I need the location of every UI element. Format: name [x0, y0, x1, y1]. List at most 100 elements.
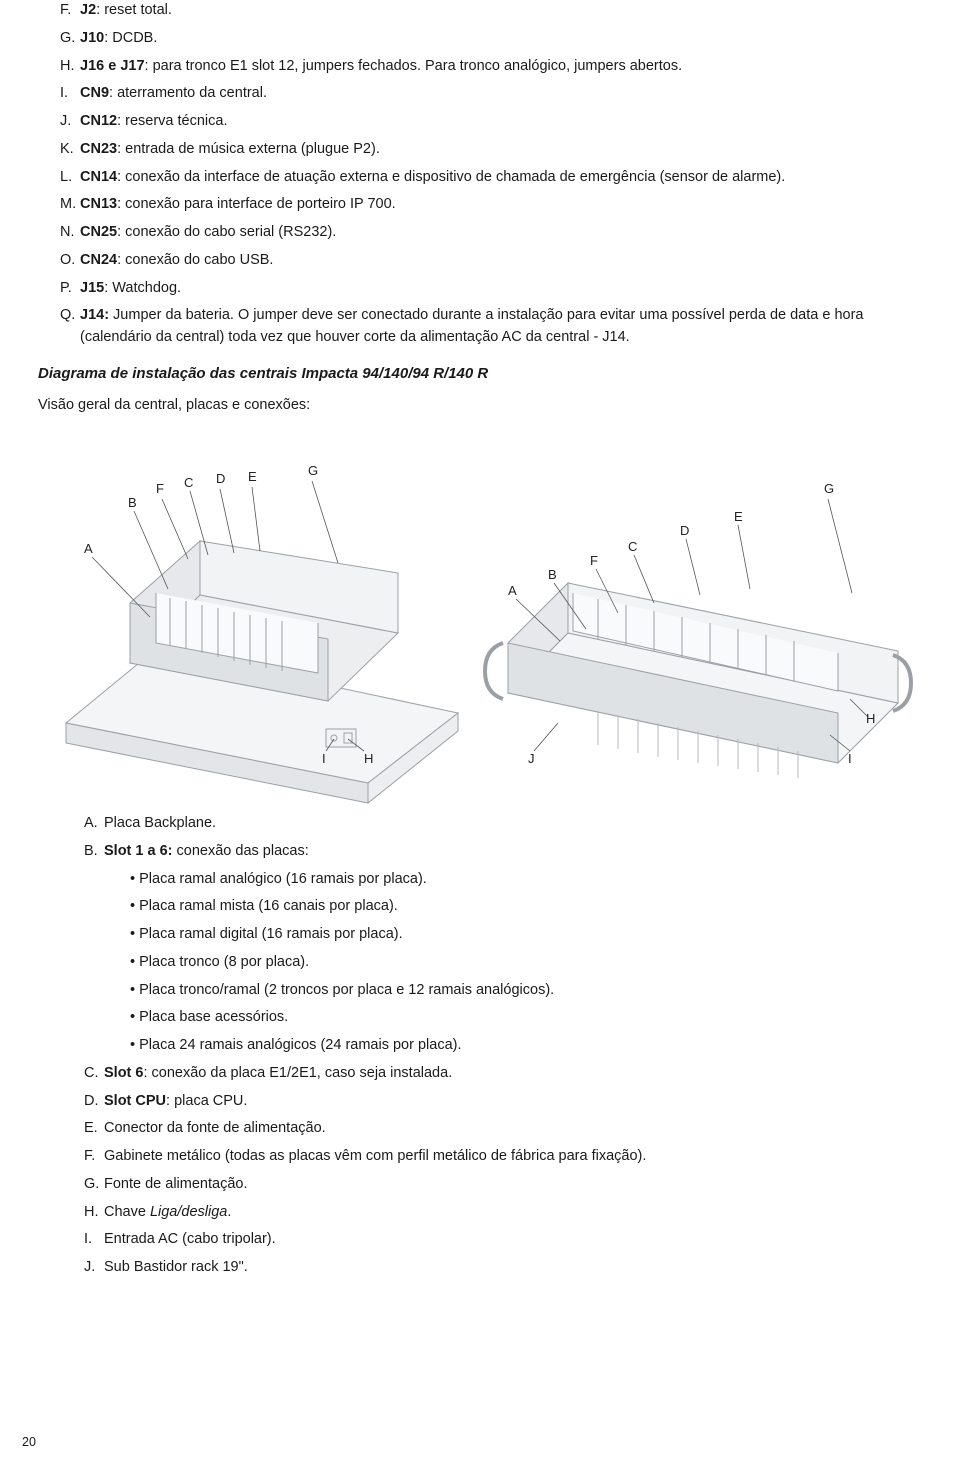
item-text: .	[227, 1204, 231, 1220]
list-marker: N.	[60, 222, 75, 244]
svg-text:E: E	[734, 509, 743, 524]
item-bold: CN14	[80, 169, 117, 185]
list-marker: O.	[60, 250, 75, 272]
item-text: : conexão para interface de porteiro IP …	[117, 196, 396, 212]
svg-text:B: B	[128, 495, 137, 510]
svg-text:D: D	[216, 471, 225, 486]
svg-text:F: F	[156, 481, 164, 496]
list-marker: H.	[84, 1202, 99, 1224]
list-marker: G.	[84, 1174, 99, 1196]
list-item: L. CN14: conexão da interface de atuação …	[60, 167, 922, 189]
item-italic: Liga/desliga	[150, 1204, 227, 1220]
item-text: : conexão da placa E1/2E1, caso seja ins…	[143, 1065, 452, 1081]
list-marker: I.	[84, 1229, 92, 1251]
bullet-item: Placa 24 ramais analógicos (24 ramais po…	[130, 1035, 922, 1057]
item-bold: Slot CPU	[104, 1093, 166, 1109]
list-item: J. CN12: reserva técnica.	[60, 111, 922, 133]
svg-text:I: I	[322, 751, 326, 766]
svg-text:H: H	[866, 711, 875, 726]
list-marker: A.	[84, 813, 98, 835]
svg-text:G: G	[308, 463, 318, 478]
list-item: Q. J14: Jumper da bateria. O jumper deve …	[60, 305, 922, 349]
item-text: : Watchdog.	[104, 280, 181, 296]
svg-text:C: C	[628, 539, 637, 554]
list-marker: B.	[84, 841, 98, 863]
svg-text:A: A	[508, 583, 517, 598]
item-text: Chave	[104, 1204, 150, 1220]
item-text: : aterramento da central.	[109, 85, 267, 101]
item-text: conexão das placas:	[173, 843, 309, 859]
item-bold: CN24	[80, 252, 117, 268]
item-bold: CN13	[80, 196, 117, 212]
list-item: N. CN25: conexão do cabo serial (RS232).	[60, 222, 922, 244]
list-marker: J.	[60, 111, 71, 133]
item-text: Conector da fonte de alimentação.	[104, 1120, 326, 1136]
item-bold: J10	[80, 30, 104, 46]
item-text: : conexão do cabo USB.	[117, 252, 273, 268]
item-text: : placa CPU.	[166, 1093, 247, 1109]
list-item: O. CN24: conexão do cabo USB.	[60, 250, 922, 272]
svg-text:I: I	[848, 751, 852, 766]
installation-diagram: A B F C D E G I H A B F C D E G J I H	[38, 433, 922, 813]
lower-list: A. Placa Backplane. B. Slot 1 a 6: conexão …	[38, 813, 922, 1279]
bullet-item: Placa ramal analógico (16 ramais por pla…	[130, 869, 922, 891]
item-text: : reserva técnica.	[117, 113, 227, 129]
bullet-item: Placa ramal digital (16 ramais por placa…	[130, 924, 922, 946]
diagram-svg: A B F C D E G I H A B F C D E G J I H	[38, 433, 922, 813]
item-bold: CN12	[80, 113, 117, 129]
list-item: M.CN13: conexão para interface de portei…	[60, 194, 922, 216]
svg-text:E: E	[248, 469, 257, 484]
svg-text:F: F	[590, 553, 598, 568]
bullet-item: Placa tronco/ramal (2 troncos por placa …	[130, 980, 922, 1002]
list-item: P.J15: Watchdog.	[60, 278, 922, 300]
item-text: : conexão da interface de atuação extern…	[117, 169, 785, 185]
svg-text:J: J	[528, 751, 535, 766]
list-item: D.Slot CPU: placa CPU.	[84, 1091, 922, 1113]
list-marker: Q.	[60, 305, 75, 327]
bullet-item: Placa ramal mista (16 canais por placa).	[130, 896, 922, 918]
item-text: Entrada AC (cabo tripolar).	[104, 1231, 276, 1247]
list-marker: H.	[60, 56, 75, 78]
item-bold: J2	[80, 2, 96, 18]
list-marker: K.	[60, 139, 74, 161]
list-marker: F.	[84, 1146, 95, 1168]
list-marker: L.	[60, 167, 72, 189]
item-text: : entrada de música externa (plugue P2).	[117, 141, 380, 157]
list-item: I. CN9: aterramento da central.	[60, 83, 922, 105]
item-bold: CN9	[80, 85, 109, 101]
svg-text:D: D	[680, 523, 689, 538]
item-text: : reset total.	[96, 2, 172, 18]
item-bold: Slot 1 a 6:	[104, 843, 173, 859]
item-bold: J16 e J17	[80, 58, 145, 74]
item-text: : para tronco E1 slot 12, jumpers fechad…	[145, 58, 683, 74]
item-text: : DCDB.	[104, 30, 157, 46]
list-item: B. Slot 1 a 6: conexão das placas:	[84, 841, 922, 863]
list-item: E.Conector da fonte de alimentação.	[84, 1118, 922, 1140]
item-bold: CN23	[80, 141, 117, 157]
subtitle-text: Visão geral da central, placas e conexõe…	[38, 395, 922, 417]
list-item: A. Placa Backplane.	[84, 813, 922, 835]
svg-text:B: B	[548, 567, 557, 582]
page-number: 20	[22, 1433, 36, 1452]
item-text: : conexão do cabo serial (RS232).	[117, 224, 336, 240]
bullet-item: Placa tronco (8 por placa).	[130, 952, 922, 974]
item-text: Jumper da bateria. O jumper deve ser con…	[80, 307, 863, 345]
sub-bullet-list: Placa ramal analógico (16 ramais por pla…	[84, 869, 922, 1057]
list-item: H. J16 e J17: para tronco E1 slot 12, jum…	[60, 56, 922, 78]
svg-text:H: H	[364, 751, 373, 766]
item-text: Sub Bastidor rack 19".	[104, 1259, 248, 1275]
list-marker: I.	[60, 83, 68, 105]
item-text: Gabinete metálico (todas as placas vêm c…	[104, 1148, 646, 1164]
list-item: F. Gabinete metálico (todas as placas vêm…	[84, 1146, 922, 1168]
list-item: I. Entrada AC (cabo tripolar).	[84, 1229, 922, 1251]
item-bold: J14:	[80, 307, 109, 323]
item-text: Placa Backplane.	[104, 815, 216, 831]
item-bold: Slot 6	[104, 1065, 143, 1081]
item-bold: CN25	[80, 224, 117, 240]
svg-text:C: C	[184, 475, 193, 490]
list-marker: P.	[60, 278, 72, 300]
list-marker: J.	[84, 1257, 95, 1279]
svg-text:G: G	[824, 481, 834, 496]
list-marker: G.	[60, 28, 75, 50]
svg-text:A: A	[84, 541, 93, 556]
